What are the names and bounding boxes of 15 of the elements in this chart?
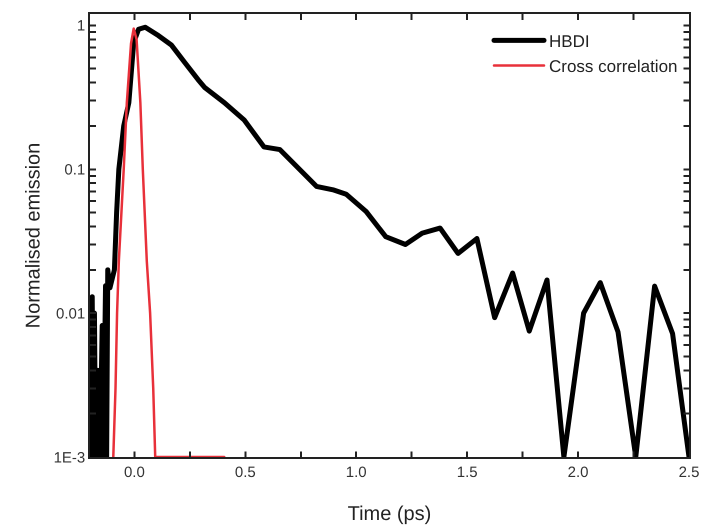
x-tick-label: 0.5 <box>234 464 256 481</box>
y-tick-label: 1 <box>76 18 86 35</box>
x-tick-label: 2.5 <box>678 464 700 481</box>
legend-label: HBDI <box>549 32 590 52</box>
y-axis-title: Normalised emission <box>22 142 44 328</box>
x-tick-label: 2.0 <box>568 464 588 481</box>
y-tick-label: 0.1 <box>64 162 86 179</box>
y-tick-label: 0.01 <box>56 305 86 322</box>
y-tick-label: 1E-3 <box>54 449 86 466</box>
x-tick-label: 1.0 <box>346 464 367 481</box>
line-series <box>112 27 226 457</box>
legend-label: Cross correlation <box>549 57 678 76</box>
x-tick-label: 1.5 <box>456 464 478 481</box>
x-tick-label: 0.0 <box>124 464 145 481</box>
x-axis-title: Time (ps) <box>348 503 432 525</box>
